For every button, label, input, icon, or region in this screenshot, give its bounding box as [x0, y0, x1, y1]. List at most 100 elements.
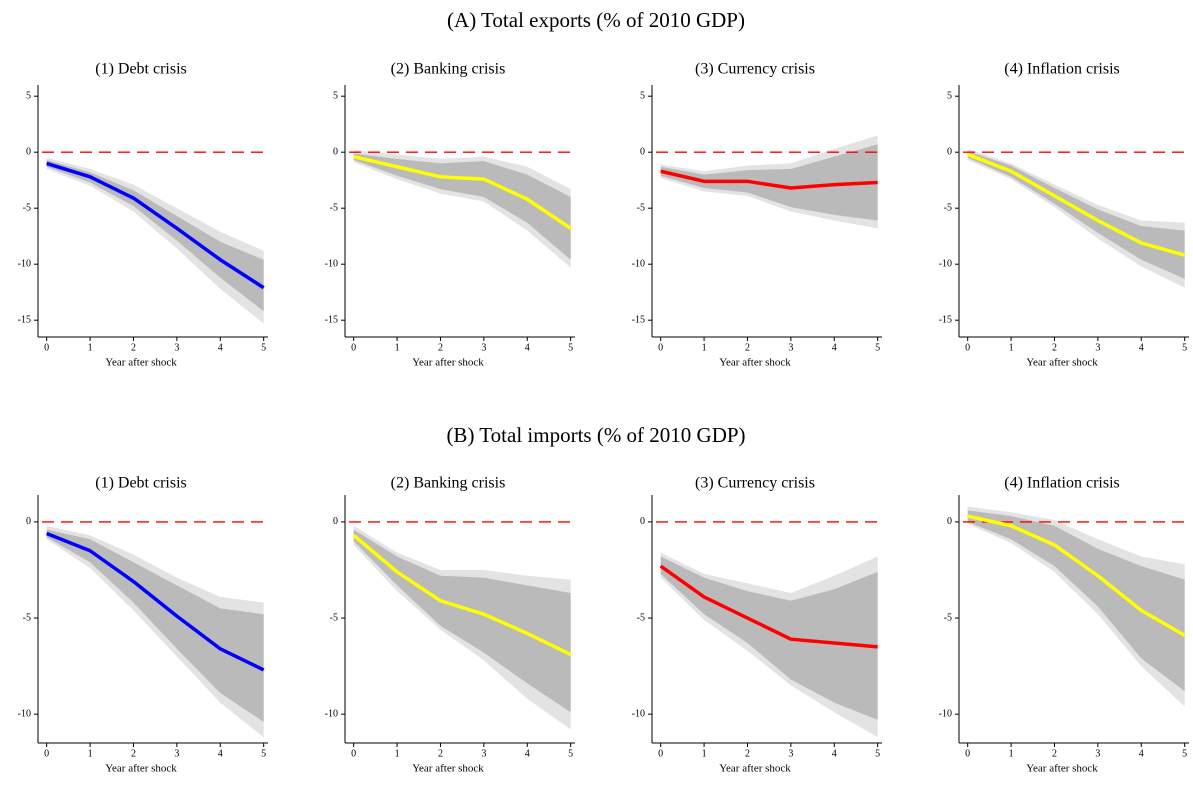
y-tick-label: -5 — [23, 202, 31, 213]
x-tick-label: 2 — [438, 342, 443, 353]
x-tick-label: 5 — [261, 342, 266, 353]
x-tick-label: 0 — [658, 748, 663, 759]
x-tick-label: 1 — [395, 748, 400, 759]
chart-title: (1) Debt crisis — [95, 61, 187, 78]
chart-title: (3) Currency crisis — [695, 475, 815, 492]
x-tick-label: 3 — [481, 748, 486, 759]
x-tick-label: 0 — [965, 342, 970, 353]
x-tick-label: 0 — [44, 342, 49, 353]
x-tick-label: 3 — [788, 748, 793, 759]
x-tick-label: 1 — [1009, 748, 1014, 759]
line — [967, 152, 1186, 257]
y-tick-label: 0 — [26, 516, 31, 527]
x-axis-label: Year after shock — [719, 763, 791, 775]
confidence-band — [967, 510, 1185, 692]
y-tick-label: 0 — [640, 146, 645, 157]
line — [660, 169, 878, 190]
y-tick-label: -10 — [18, 708, 31, 719]
x-tick-label: 2 — [131, 342, 136, 353]
x-tick-label: 5 — [875, 748, 880, 759]
x-tick-label: 5 — [1182, 748, 1187, 759]
y-tick-label: -10 — [632, 258, 645, 269]
x-tick-label: 3 — [1095, 748, 1100, 759]
x-tick-label: 5 — [875, 342, 880, 353]
x-axis-label: Year after shock — [412, 763, 484, 775]
y-tick-label: 0 — [640, 516, 645, 527]
x-tick-label: 1 — [702, 748, 707, 759]
confidence-band — [660, 144, 878, 221]
y-tick-label: 0 — [333, 146, 338, 157]
x-tick-label: 3 — [788, 342, 793, 353]
x-axis-label: Year after shock — [1026, 357, 1098, 369]
x-tick-label: 2 — [745, 342, 750, 353]
confidence-band — [46, 157, 264, 324]
x-tick-label: 3 — [174, 342, 179, 353]
y-tick-label: 0 — [947, 516, 952, 527]
y-tick-label: -15 — [939, 314, 952, 325]
x-tick-label: 2 — [438, 748, 443, 759]
confidence-band — [967, 151, 1185, 279]
x-tick-label: 1 — [395, 342, 400, 353]
x-tick-label: 1 — [702, 342, 707, 353]
y-tick-label: -10 — [939, 708, 952, 719]
chart-title: (1) Debt crisis — [95, 475, 187, 492]
line — [967, 514, 1186, 637]
chart-title: (2) Banking crisis — [391, 61, 506, 78]
x-tick-label: 5 — [568, 342, 573, 353]
y-tick-label: -15 — [632, 314, 645, 325]
x-tick-label: 4 — [525, 342, 530, 353]
confidence-band — [46, 529, 264, 722]
subplot: (3) Currency crisis 0 -5 -10 0 1 2 3 4 5 Year afte… — [632, 475, 882, 775]
subplot: (3) Currency crisis 5 0 -5 -10 -15 0 1 2 3 4 5 Year … — [632, 61, 882, 369]
subplot: (4) Inflation crisis 5 0 -5 -10 -15 0 1 2 3 4 5 Year… — [939, 61, 1189, 369]
y-tick-label: 0 — [333, 516, 338, 527]
x-tick-label: 2 — [1052, 342, 1057, 353]
confidence-band — [46, 525, 264, 738]
x-tick-label: 5 — [261, 748, 266, 759]
confidence-band — [967, 506, 1185, 707]
panel-title: (B) Total imports (% of 2010 GDP) — [446, 423, 745, 447]
x-tick-label: 0 — [44, 748, 49, 759]
x-tick-label: 1 — [1009, 342, 1014, 353]
y-tick-label: -10 — [939, 258, 952, 269]
x-tick-label: 1 — [88, 748, 93, 759]
y-tick-label: -5 — [944, 612, 952, 623]
x-axis-label: Year after shock — [719, 357, 791, 369]
y-tick-label: -5 — [23, 612, 31, 623]
confidence-band — [353, 153, 571, 260]
x-tick-label: 4 — [525, 748, 530, 759]
x-tick-label: 2 — [745, 748, 750, 759]
y-tick-label: -10 — [325, 258, 338, 269]
x-tick-label: 3 — [1095, 342, 1100, 353]
x-tick-label: 2 — [131, 748, 136, 759]
subplot: (1) Debt crisis 5 0 -5 -10 -15 0 1 2 3 4 5 Year afte… — [18, 61, 268, 369]
x-tick-label: 0 — [351, 342, 356, 353]
confidence-band — [660, 556, 878, 720]
x-tick-label: 0 — [965, 748, 970, 759]
x-tick-label: 2 — [1052, 748, 1057, 759]
x-tick-label: 0 — [658, 342, 663, 353]
line — [46, 161, 265, 290]
x-tick-label: 4 — [218, 342, 223, 353]
y-tick-label: 5 — [640, 90, 645, 101]
x-tick-label: 3 — [174, 748, 179, 759]
x-tick-label: 4 — [1139, 748, 1144, 759]
line — [353, 154, 572, 230]
y-tick-label: -10 — [632, 708, 645, 719]
x-tick-label: 0 — [351, 748, 356, 759]
line — [46, 531, 265, 672]
confidence-band — [353, 529, 571, 713]
y-tick-label: -10 — [325, 708, 338, 719]
y-tick-label: 5 — [26, 90, 31, 101]
line — [659, 564, 878, 649]
y-tick-label: 0 — [947, 146, 952, 157]
x-tick-label: 4 — [218, 748, 223, 759]
chart-title: (2) Banking crisis — [391, 475, 506, 492]
x-tick-label: 4 — [832, 748, 837, 759]
panel-title: (A) Total exports (% of 2010 GDP) — [447, 8, 745, 32]
x-axis-label: Year after shock — [105, 357, 177, 369]
y-tick-label: -15 — [325, 314, 338, 325]
y-tick-label: -5 — [637, 202, 645, 213]
line — [352, 534, 572, 657]
y-tick-label: 0 — [26, 146, 31, 157]
